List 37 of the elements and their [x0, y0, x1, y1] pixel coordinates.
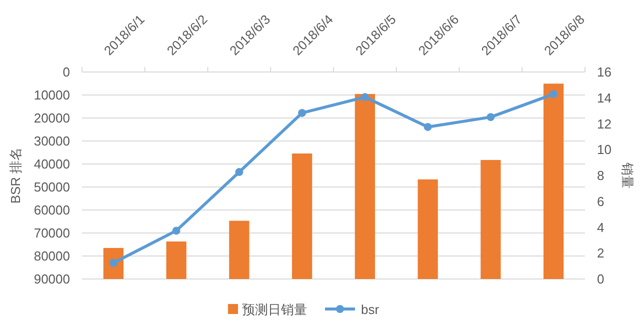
bar	[166, 241, 186, 279]
point	[298, 108, 306, 117]
legend-label: 预测日销量	[242, 302, 307, 317]
y-tick-label: 80000	[34, 248, 70, 264]
bar	[292, 154, 312, 279]
y-tick-label: 60000	[34, 202, 70, 218]
y-tick-label: 30000	[34, 134, 70, 148]
legend-label: bsr	[361, 302, 380, 317]
y-tick-label: 50000	[34, 180, 70, 194]
bar	[544, 84, 564, 279]
y-tick-label: 10000	[34, 88, 70, 102]
y2-tick-label: 2	[597, 246, 604, 261]
y2-axis-title: 销量	[620, 162, 635, 188]
bar	[418, 179, 438, 279]
y2-tick-label: 0	[597, 272, 604, 286]
y2-tick-label: 8	[597, 168, 604, 183]
bar	[229, 220, 250, 279]
y-tick-label: 40000	[34, 156, 70, 172]
y-tick-label: 70000	[34, 226, 70, 240]
point	[360, 93, 369, 102]
y2-tick-label: 10	[597, 142, 612, 158]
y2-tick-label: 12	[597, 116, 612, 132]
y2-tick-label: 4	[597, 220, 604, 235]
point	[550, 90, 558, 98]
y2-tick-label: 14	[597, 90, 612, 106]
point	[424, 122, 432, 131]
y2-tick-label: 6	[597, 194, 604, 209]
point	[172, 226, 180, 235]
y-axis-title: BSR 排名	[8, 147, 23, 204]
y-tick-label: 90000	[34, 272, 70, 286]
point	[486, 113, 495, 122]
point	[235, 168, 244, 176]
y-tick-label: 0	[62, 64, 70, 80]
y2-tick-label: 16	[597, 64, 612, 80]
bar	[354, 94, 375, 279]
bar	[480, 160, 501, 279]
y-tick-label: 20000	[34, 110, 70, 126]
